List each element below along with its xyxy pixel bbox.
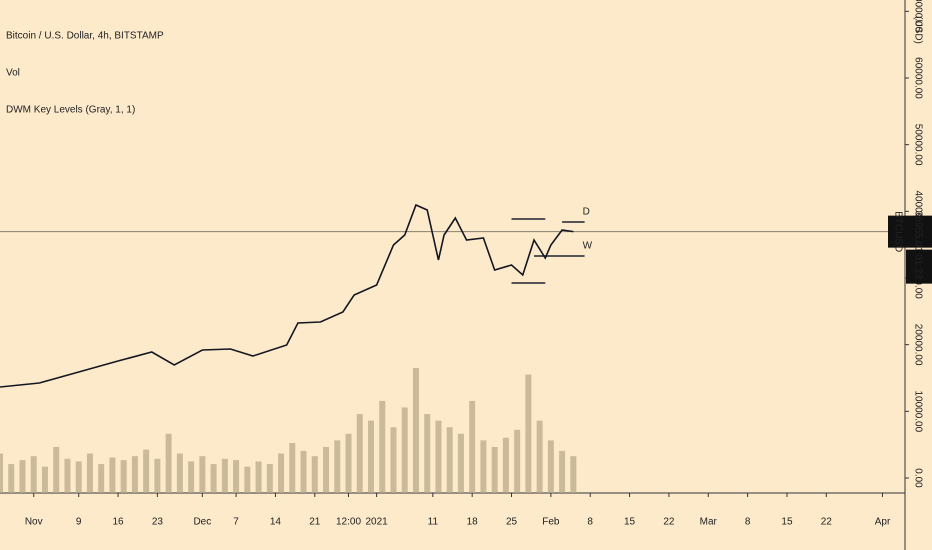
volume-bar: [53, 446, 60, 493]
x-tick-label: 15: [624, 517, 636, 528]
volume-bar: [356, 414, 363, 493]
y-tick-label: 20000.00: [912, 324, 923, 366]
key-level-label: W: [583, 241, 593, 252]
volume-bar: [109, 457, 116, 493]
volume-bar: [244, 466, 251, 493]
volume-bar: [525, 374, 532, 493]
volume-bar: [300, 450, 307, 493]
volume-bar: [165, 433, 172, 493]
volume-bar: [570, 456, 577, 493]
x-tick-label: 15: [781, 517, 793, 528]
x-tick-label: 2021: [365, 517, 388, 528]
volume-bar: [311, 456, 318, 493]
volume-bar: [176, 453, 183, 493]
x-tick-label: 7: [233, 517, 239, 528]
volume-bar: [345, 433, 352, 493]
volume-bar: [424, 414, 431, 493]
volume-bar: [401, 407, 408, 493]
volume-bar: [266, 464, 273, 493]
volume-bar: [323, 446, 330, 493]
volume-bar: [514, 429, 521, 493]
volume-bar: [379, 400, 386, 493]
volume-bar: [547, 440, 554, 493]
x-tick-label: 25: [506, 517, 518, 528]
y-tick-label: 60000.00: [912, 57, 923, 99]
volume-bar: [334, 440, 341, 493]
volume-bar: [30, 456, 37, 493]
volume-bar: [131, 456, 138, 493]
last-price-label: 36955.01: [912, 211, 923, 253]
x-tick-label: 21: [309, 517, 321, 528]
volume-bar: [75, 461, 82, 493]
volume-bar: [233, 460, 240, 493]
countdown-tag: [906, 249, 932, 284]
volume-bar: [188, 461, 195, 493]
volume-bar: [435, 420, 442, 493]
volume-bar: [210, 464, 217, 493]
x-tick-label: 22: [663, 517, 675, 528]
x-tick-label: 8: [587, 517, 593, 528]
x-tick-label: Nov: [25, 517, 43, 528]
x-tick-label: 22: [821, 517, 833, 528]
volume-bar: [480, 440, 487, 493]
volume-bar: [289, 443, 296, 493]
indicator-label: Vol: [6, 68, 20, 79]
volume-bar: [86, 453, 93, 493]
x-tick-label: 23: [152, 517, 164, 528]
volume-bar: [559, 450, 566, 493]
volume-bar: [367, 420, 374, 493]
volume-bar: [199, 456, 206, 493]
y-tick-label: 50000.00: [912, 124, 923, 166]
series-name: BTCUSD: [892, 211, 903, 252]
volume-bar: [120, 460, 127, 493]
volume-bar: [457, 433, 464, 493]
price-tag: [888, 215, 932, 248]
x-tick-label: 9: [76, 517, 82, 528]
x-tick-label: Mar: [700, 517, 718, 528]
x-tick-label: 16: [112, 517, 124, 528]
y-tick-label: 70000.00: [912, 0, 923, 33]
volume-bar: [390, 427, 397, 493]
currency-label: (USD): [912, 16, 923, 44]
volume-bar: [64, 458, 71, 493]
y-tick-label: 40000.00: [912, 190, 923, 232]
volume-bar: [8, 464, 15, 493]
price-line: [0, 203, 574, 388]
volume-bar: [412, 368, 419, 493]
x-tick-label: Dec: [193, 517, 211, 528]
volume-bar: [41, 466, 48, 493]
y-tick-label: 0.00: [912, 468, 923, 488]
volume-bar: [154, 458, 161, 493]
x-tick-label: Feb: [542, 517, 560, 528]
indicator-label: DWM Key Levels (Gray, 1, 1): [6, 105, 135, 116]
volume-bar: [255, 461, 262, 493]
x-tick-label: 12:00: [336, 517, 361, 528]
volume-bar: [446, 427, 453, 493]
volume-bar: [502, 437, 509, 493]
x-tick-label: 18: [467, 517, 479, 528]
x-tick-label: 8: [745, 517, 751, 528]
volume-bar: [98, 464, 105, 493]
volume-bar: [0, 453, 3, 493]
volume-bar: [278, 453, 285, 493]
volume-bar: [491, 446, 498, 493]
volume-bar: [143, 449, 150, 493]
chart-title: Bitcoin / U.S. Dollar, 4h, BITSTAMP: [6, 31, 164, 42]
x-tick-label: Apr: [875, 517, 891, 528]
volume-bar: [536, 420, 543, 493]
volume-bar: [19, 460, 26, 493]
volume-bar: [221, 458, 228, 493]
countdown: 01:23: [912, 254, 923, 279]
x-tick-label: 11: [428, 517, 439, 528]
x-tick-label: 14: [270, 517, 282, 528]
volume-bar: [469, 400, 476, 493]
key-level-label: D: [583, 207, 590, 218]
y-tick-label: 10000.00: [912, 390, 923, 432]
